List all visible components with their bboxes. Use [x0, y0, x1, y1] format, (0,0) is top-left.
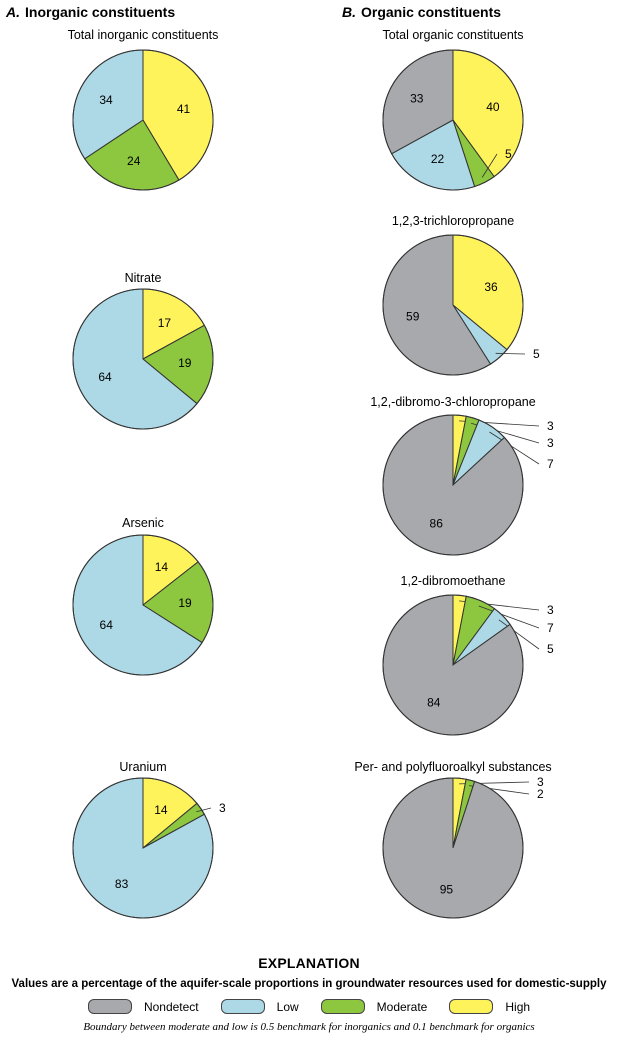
pie-slice-label: 33: [410, 92, 424, 106]
pie-title: 1,2,-dibromo-3-chloropropane: [370, 395, 535, 409]
pie-slice-label: 7: [547, 457, 554, 471]
legend-label-high: High: [505, 999, 531, 1014]
pie-slice-label: 83: [115, 877, 129, 891]
pie-outline: [72, 534, 214, 676]
pie-slice-label: 64: [100, 618, 114, 632]
pie-slice-label: 3: [547, 419, 554, 433]
legend-swatch-low: [220, 999, 265, 1014]
pie-slice-label: 40: [486, 100, 500, 114]
panel-a-heading: A. Inorganic constituents: [5, 4, 175, 20]
pie-slice-label: 3: [547, 603, 554, 617]
pie-title: Arsenic: [122, 516, 164, 530]
panel-b-title: Organic constituents: [361, 4, 501, 20]
pie-slice-label: 19: [178, 596, 192, 610]
pie-slice-label: 19: [178, 356, 192, 370]
pie-leader-line: [489, 431, 540, 465]
pie-slice-label: 2: [537, 787, 544, 801]
legend-label-low: Low: [276, 999, 299, 1014]
pie-slice-label: 14: [155, 560, 169, 574]
pie-leader-line: [495, 352, 526, 355]
pie-chart-figure: A. Inorganic constituents B. Organic const…: [5, 4, 554, 919]
pie-slice-label: 7: [547, 621, 554, 635]
pie-slice-label: 5: [505, 147, 512, 161]
pie-slice-label: 34: [99, 93, 113, 107]
pie-outline: [382, 49, 524, 191]
panel-a-letter: A.: [5, 4, 20, 20]
pie-leader-line: [478, 605, 540, 629]
legend: Nondetect Low Moderate High: [0, 999, 618, 1014]
pie-title: 1,2-dibromoethane: [401, 574, 506, 588]
pie-slice-label: 36: [484, 280, 498, 294]
pie-slice-label: 5: [547, 642, 554, 656]
pie-title: 1,2,3-trichloropropane: [392, 214, 514, 228]
pie-slice-label: 14: [154, 803, 168, 817]
pie-slice-label: 3: [219, 801, 226, 815]
pie-slice-nondetect: [382, 777, 524, 919]
explanation: EXPLANATION Values are a percentage of t…: [0, 955, 618, 1033]
pie-slice-label: 41: [177, 102, 191, 116]
pie-leader-line: [498, 619, 540, 650]
pie-title: Per- and polyfluoroalkyl substances: [354, 760, 551, 774]
pie-slice-label: 64: [98, 370, 112, 384]
legend-swatch-high: [449, 999, 494, 1014]
legend-item-nondetect: Nondetect: [87, 999, 199, 1014]
legend-label-nondetect: Nondetect: [143, 999, 199, 1014]
pie-slice-label: 84: [427, 695, 441, 709]
pie-outline: [72, 777, 214, 919]
legend-item-low: Low: [220, 999, 299, 1014]
pie-outline: [382, 594, 524, 736]
pie-leader-line: [196, 807, 212, 813]
pie-slice-label: 86: [430, 517, 444, 531]
pie-outline: [382, 234, 524, 376]
pie-slice-label: 5: [533, 347, 540, 361]
pie-slice-label: 17: [158, 316, 172, 330]
legend-item-moderate: Moderate: [320, 999, 428, 1014]
pie-title: Total organic constituents: [382, 28, 523, 42]
pie-outline: [382, 414, 524, 556]
pie-slice-label: 3: [537, 775, 544, 789]
pie-outline: [72, 49, 214, 191]
explanation-note: Boundary between moderate and low is 0.5…: [83, 1021, 535, 1033]
pie-slice-label: 95: [440, 883, 454, 897]
legend-item-high: High: [449, 999, 530, 1014]
pie-charts: Total inorganic constituents 41 24 34 Nitrat…: [68, 28, 554, 919]
pie-slice-label: 24: [127, 154, 141, 168]
panel-a-title: Inorganic constituents: [25, 4, 175, 20]
panel-b-letter: B.: [342, 4, 356, 20]
pie-slice-label: 59: [406, 310, 420, 324]
legend-swatch-nondetect: [87, 999, 132, 1014]
legend-label-moderate: Moderate: [376, 999, 428, 1014]
pie-slice-label: 22: [431, 152, 445, 166]
explanation-subtitle: Values are a percentage of the aquifer-s…: [11, 978, 607, 990]
pie-title: Nitrate: [125, 271, 162, 285]
pie-title: Total inorganic constituents: [68, 28, 219, 42]
pie-slice-label: 3: [547, 436, 554, 450]
pie-title: Uranium: [119, 760, 166, 774]
panel-b-heading: B. Organic constituents: [342, 4, 501, 20]
pie-outline: [382, 777, 524, 919]
pie-leader-line: [481, 153, 498, 178]
pie-outline: [72, 288, 214, 430]
explanation-title: EXPLANATION: [258, 955, 360, 971]
legend-swatch-moderate: [320, 999, 365, 1014]
